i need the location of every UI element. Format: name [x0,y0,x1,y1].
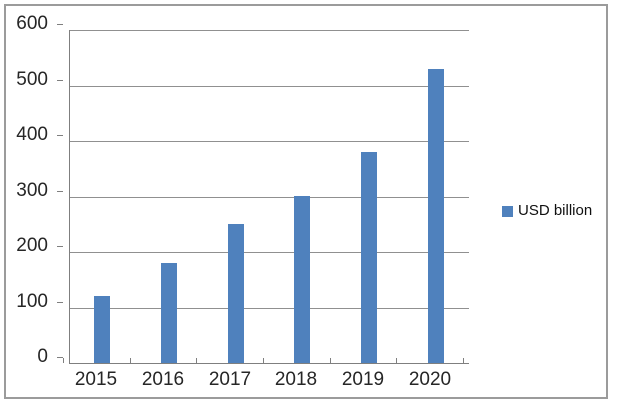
legend-marker-icon [502,205,513,217]
gridline-600 [69,30,469,31]
x-tick-2 [196,358,197,363]
y-axis-line [69,30,70,364]
y-tick-400 [57,135,63,136]
x-tick-label-2016: 2016 [141,369,185,390]
x-axis-line [69,363,469,364]
bar-2015 [94,296,110,363]
y-tick-500 [57,80,63,81]
gridline-300 [69,197,469,198]
x-tick-3 [263,358,264,363]
plot-area [69,30,469,364]
x-tick-6 [463,358,464,363]
y-tick-label-200: 200 [16,235,48,256]
gridline-400 [69,141,469,142]
x-tick-1 [130,358,131,363]
bar-2018 [294,196,310,363]
gridline-200 [69,252,469,253]
y-tick-label-500: 500 [16,69,48,90]
legend: USD billion [502,203,592,219]
y-tick-label-600: 600 [16,13,48,34]
x-tick-label-2017: 2017 [208,369,252,390]
y-tick-200 [57,246,63,247]
y-tick-label-400: 400 [16,124,48,145]
bar-2020 [428,69,444,363]
y-tick-600 [57,24,63,25]
x-tick-label-2019: 2019 [341,369,385,390]
x-tick-label-2015: 2015 [74,369,118,390]
y-tick-0 [57,357,63,358]
bar-2019 [361,152,377,363]
y-tick-label-100: 100 [16,291,48,312]
legend-label: USD billion [518,202,593,219]
bar-2016 [161,263,177,363]
gridline-500 [69,86,469,87]
x-tick-label-2020: 2020 [408,369,452,390]
y-tick-label-300: 300 [16,180,48,201]
x-tick-5 [396,358,397,363]
y-tick-100 [57,302,63,303]
x-tick-4 [330,358,331,363]
y-tick-label-0: 0 [37,346,48,367]
chart-frame: USD billion [4,4,608,399]
bar-2017 [228,224,244,363]
x-tick-0 [63,358,64,363]
gridline-100 [69,308,469,309]
y-tick-300 [57,191,63,192]
x-tick-label-2018: 2018 [274,369,318,390]
